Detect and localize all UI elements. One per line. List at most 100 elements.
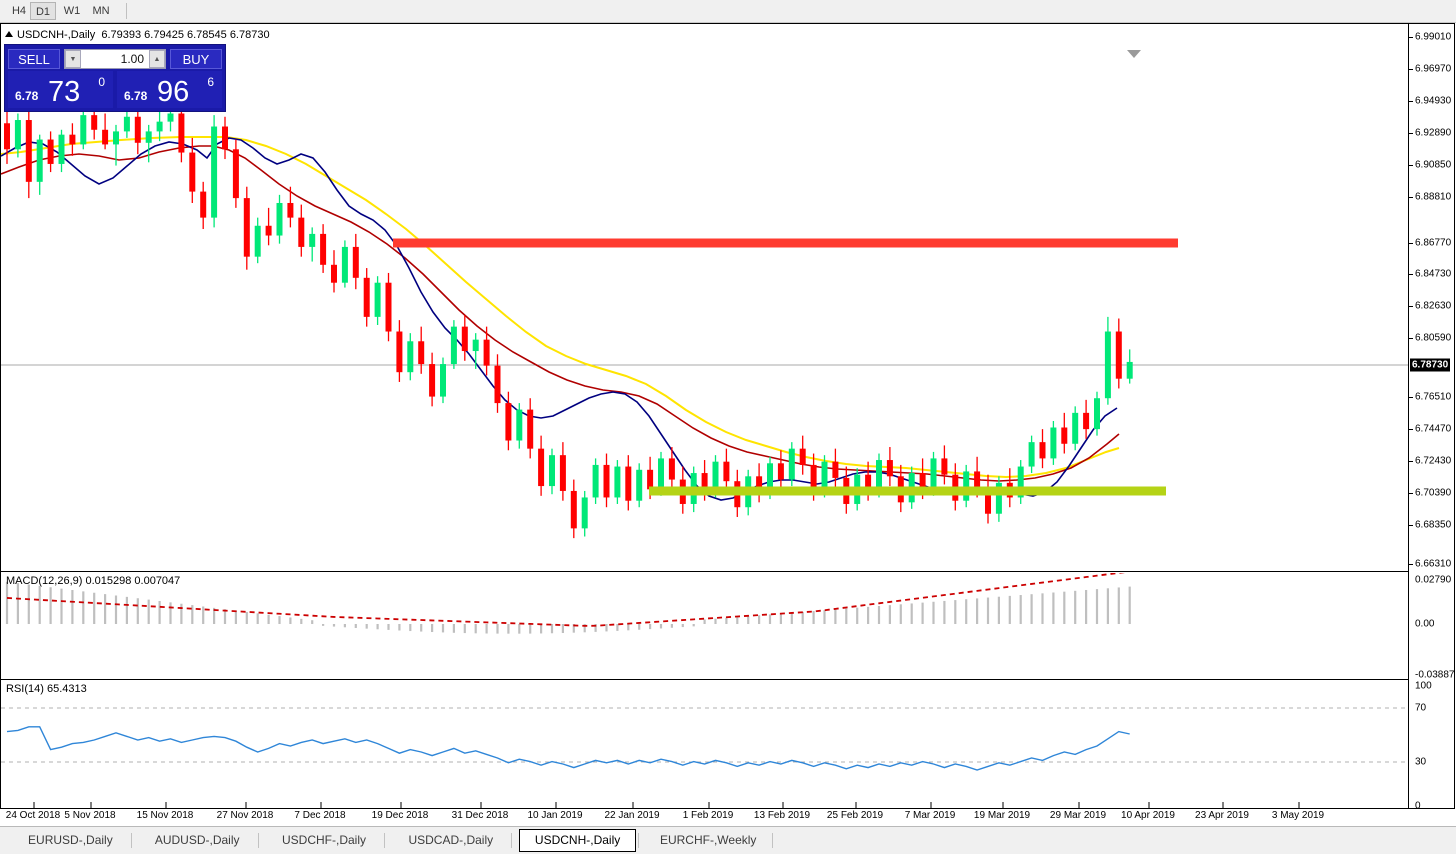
candle-body	[418, 341, 425, 365]
date-axis[interactable]: 24 Oct 2018 5 Nov 2018 15 Nov 2018 27 Nov 2…	[0, 809, 1456, 825]
sell-price-box[interactable]: 6.78 73 0	[8, 71, 113, 108]
candle-body	[919, 473, 926, 490]
chart-tab-bar[interactable]: EURUSD-,Daily AUDUSD-,Daily USDCHF-,Daily U…	[0, 826, 1456, 854]
chart-tab-usdchf[interactable]: USDCHF-,Daily	[281, 833, 366, 847]
candle-body	[886, 460, 893, 477]
candle-body	[985, 487, 991, 514]
macd-rsi-separator	[1, 679, 1454, 680]
candle-body	[974, 471, 981, 488]
tab-divider	[772, 833, 774, 848]
timeframe-toolbar: H4 D1 W1 MN	[0, 0, 1456, 23]
buy-button[interactable]: BUY	[170, 49, 222, 69]
price-axis-tick	[1409, 243, 1413, 244]
macd-axis-label: 0.00	[1415, 618, 1435, 630]
tab-divider	[638, 833, 639, 848]
price-axis-label: 6.74470	[1415, 423, 1452, 435]
toolbar-divider	[126, 3, 127, 19]
candle-body	[4, 123, 10, 150]
candle-body	[211, 126, 218, 218]
candle-body	[167, 113, 174, 122]
candle-body	[756, 476, 763, 493]
candle-body	[352, 246, 359, 278]
candle-body	[549, 455, 555, 487]
date-axis-label: 3 May 2019	[1271, 810, 1325, 821]
timeframe-d1[interactable]: D1	[30, 2, 56, 20]
chart-tab-usdcad[interactable]: USDCAD-,Daily	[408, 833, 494, 847]
candle-body	[331, 264, 337, 283]
chart-frame[interactable]: MACD(12,26,9) 0.015298 0.007047 RSI(14) …	[0, 23, 1455, 812]
candle-body	[1061, 427, 1068, 444]
macd-axis-label: -0.03887	[1415, 669, 1455, 681]
date-axis-label: 29 Mar 2019	[1049, 810, 1107, 821]
candle-body	[1115, 331, 1122, 379]
date-axis-label: 7 Dec 2018	[294, 810, 346, 821]
rsi-label: RSI(14) 65.4313	[6, 683, 87, 695]
volume-value[interactable]: 1.00	[81, 50, 149, 68]
date-axis-label: 5 Nov 2018	[64, 810, 116, 821]
candle-body	[254, 225, 261, 257]
macd-signal-line	[6, 573, 1126, 627]
chart-tab-eurusd[interactable]: EURUSD-,Daily	[28, 833, 113, 847]
timeframe-mn[interactable]: MN	[92, 5, 110, 17]
candle-body	[701, 473, 708, 491]
candle-body	[483, 339, 490, 366]
chart-canvas[interactable]	[1, 24, 1409, 808]
sell-button[interactable]: SELL	[8, 49, 60, 69]
macd-axis-label: 0.02790	[1415, 574, 1452, 586]
buy-price-main: 96	[157, 76, 190, 108]
candle-body	[712, 461, 719, 491]
collapse-triangle-icon[interactable]	[5, 31, 13, 37]
timeframe-h4[interactable]: H4	[11, 5, 27, 17]
candle-body	[559, 455, 566, 491]
candle-body	[1104, 331, 1111, 399]
buy-price-fraction: 6	[207, 75, 214, 89]
macd-series	[5, 573, 1131, 634]
candle-body	[963, 471, 970, 501]
price-axis-tick	[1409, 525, 1413, 526]
date-axis-label: 15 Nov 2018	[136, 810, 194, 821]
candle-body	[156, 121, 163, 132]
candle-body	[276, 202, 283, 236]
date-axis-label: 25 Feb 2019	[826, 810, 884, 821]
candle-body	[440, 364, 446, 397]
price-axis-label: 6.86770	[1415, 237, 1452, 249]
price-axis-tick	[1409, 69, 1413, 70]
timeframe-w1[interactable]: W1	[63, 5, 81, 17]
candle-body	[396, 331, 403, 373]
macd-label: MACD(12,26,9) 0.015298 0.007047	[6, 575, 181, 587]
one-click-trading-panel[interactable]: SELL ▼ 1.00 ▲ BUY 6.78 73 0 6.78 96 6	[5, 45, 225, 111]
price-axis-tick	[1409, 306, 1413, 307]
chart-tab-eurchf[interactable]: EURCHF-,Weekly	[659, 833, 757, 847]
price-axis-tick	[1409, 37, 1413, 38]
candle-body	[995, 482, 1002, 514]
price-axis-tick	[1409, 429, 1413, 430]
volume-stepper[interactable]: ▼ 1.00 ▲	[64, 49, 166, 69]
candle-body	[527, 409, 534, 449]
candle-body	[767, 463, 773, 493]
chart-tab-audusd[interactable]: AUDUSD-,Daily	[154, 833, 240, 847]
candle-body	[243, 198, 250, 257]
candle-body	[309, 233, 316, 247]
price-axis[interactable]: 6.99010 6.96970 6.94930 6.92890 6.90850 6.888…	[1408, 24, 1455, 812]
chart-tab-usdcnh-active[interactable]: USDCNH-,Daily	[519, 829, 636, 852]
price-axis-label: 6.82630	[1415, 300, 1452, 312]
volume-increment-icon[interactable]: ▲	[149, 50, 165, 68]
candle-body	[320, 233, 327, 265]
buy-price-box[interactable]: 6.78 96 6	[117, 71, 222, 108]
ma-slow-line	[1, 136, 1120, 479]
price-axis-tick	[1409, 493, 1413, 494]
candle-body	[723, 461, 730, 482]
date-axis-label: 22 Jan 2019	[604, 810, 660, 821]
candle-body	[385, 282, 392, 332]
chart-position-marker	[1127, 50, 1141, 58]
rsi-axis-label: 0	[1415, 800, 1421, 812]
price-axis-label: 6.88810	[1415, 191, 1452, 203]
volume-decrement-icon[interactable]: ▼	[65, 50, 81, 68]
candle-body	[1072, 412, 1079, 444]
price-axis-label: 6.94930	[1415, 95, 1452, 107]
candle-body	[788, 448, 795, 480]
price-axis-tick	[1409, 397, 1413, 398]
candle-body	[461, 326, 468, 352]
tab-divider	[130, 833, 132, 848]
date-axis-label: 10 Apr 2019	[1121, 810, 1175, 821]
